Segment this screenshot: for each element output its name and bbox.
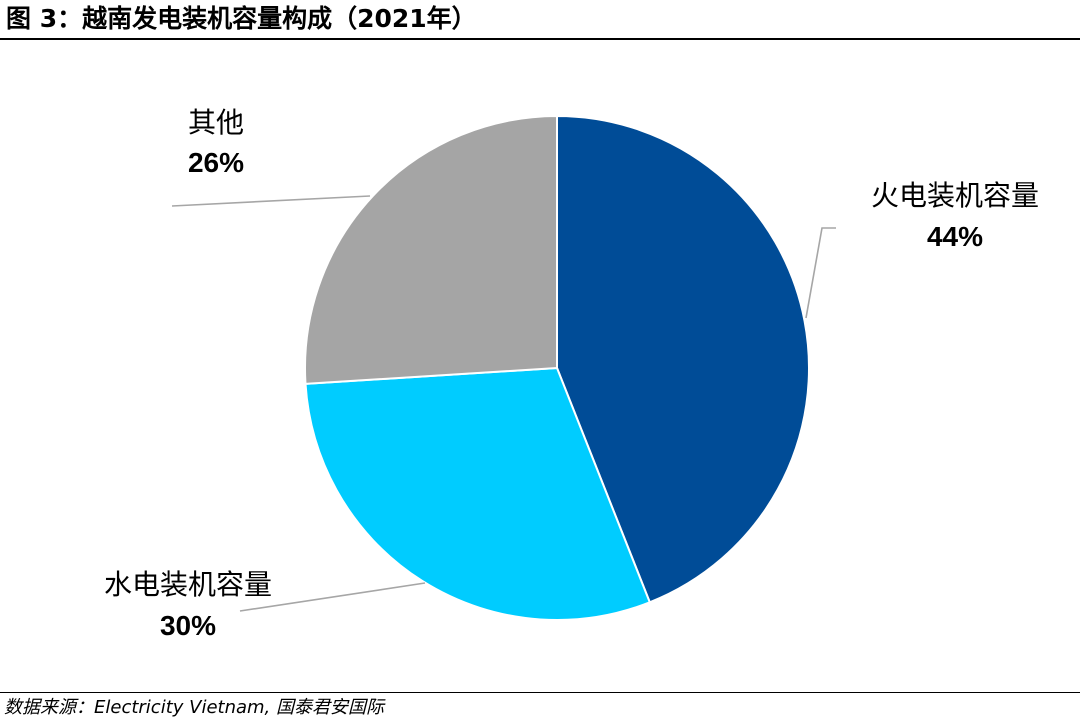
pie-slice-1 <box>304 366 652 621</box>
slice-label-value-0: 44% <box>927 221 983 252</box>
leader-line-2 <box>171 195 371 207</box>
pie-slice-0 <box>556 114 810 604</box>
figure-title: 图 3：越南发电装机容量构成（2021年） <box>6 4 477 33</box>
slice-label-name-1: 水电装机容量 <box>104 568 272 601</box>
slice-label-value-1: 30% <box>160 610 216 641</box>
source-rule <box>0 692 1080 693</box>
slice-label-name-0: 火电装机容量 <box>871 179 1039 212</box>
leader-lines <box>171 195 836 612</box>
pie-slice-2 <box>304 114 558 385</box>
pie-slices <box>304 114 810 621</box>
source-note: 数据来源：Electricity Vietnam, 国泰君安国际 <box>4 697 384 718</box>
slice-label-value-2: 26% <box>188 147 244 178</box>
leader-line-0 <box>805 227 836 319</box>
leader-line-1 <box>239 582 426 612</box>
slice-label-name-2: 其他 <box>188 106 244 139</box>
title-rule <box>0 38 1080 40</box>
